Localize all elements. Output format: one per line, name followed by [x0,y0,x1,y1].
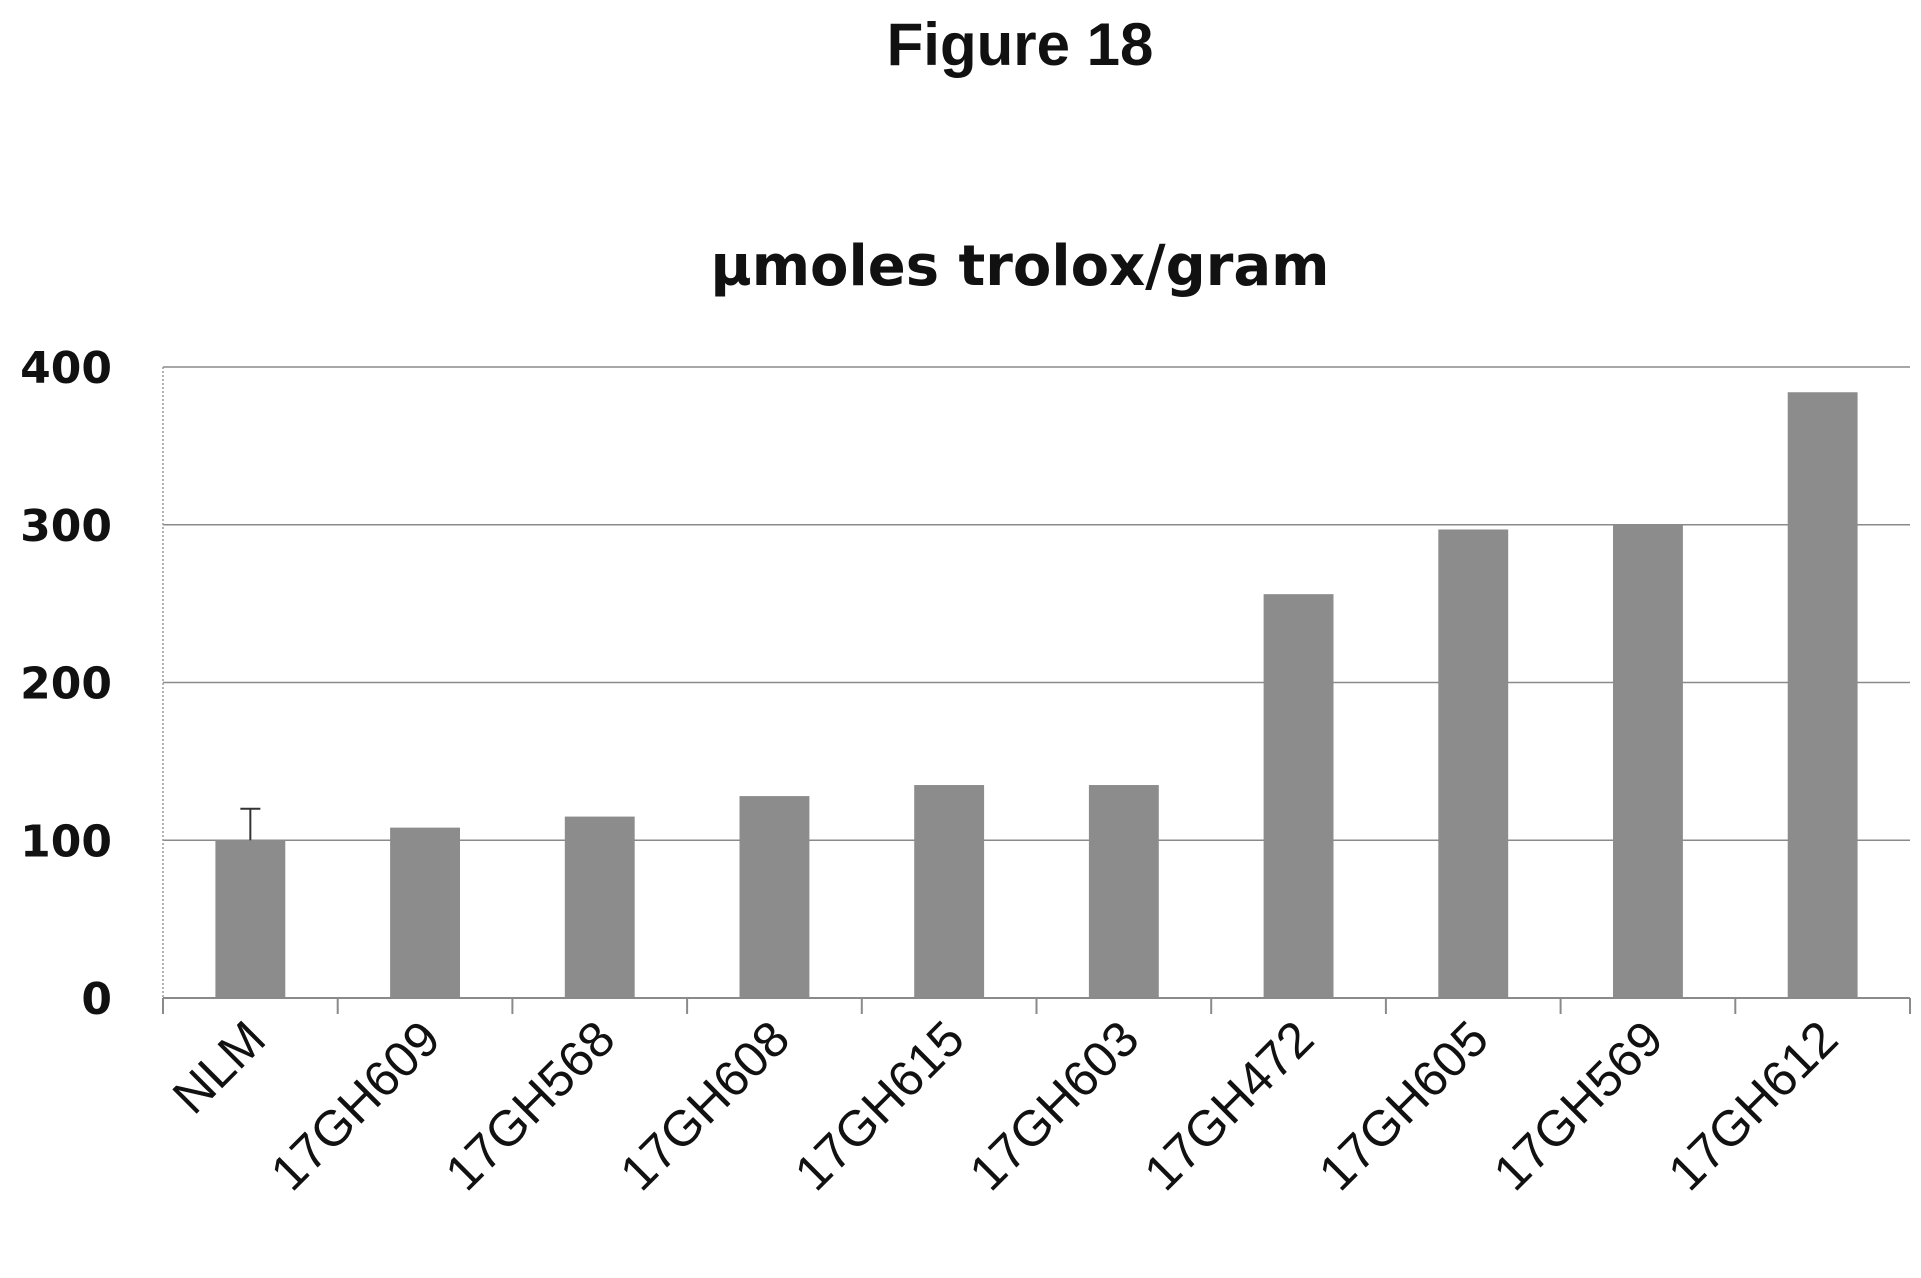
bar-17GH569 [1613,524,1683,998]
bars [215,392,1858,998]
bar-17GH472 [1263,594,1334,998]
x-tick-label-17GH569: 17GH569 [1483,1010,1674,1201]
x-tick-label-NLM: NLM [162,1010,276,1124]
x-tick-label-17GH568: 17GH568 [435,1010,626,1201]
y-axis-ticks: 0 100 200 300 400 [20,343,112,1025]
x-axis [162,997,1911,1014]
figure-label: Figure 18 [886,11,1154,78]
bar-17GH612 [1787,392,1858,998]
bar-17GH605 [1438,529,1509,998]
x-tick-label-17GH603: 17GH603 [959,1010,1150,1201]
bar-17GH603 [1088,785,1159,998]
bar-NLM [215,840,286,998]
chart-title: µmoles trolox/gram [711,234,1330,299]
bar-17GH608 [739,796,810,998]
x-tick-label-17GH605: 17GH605 [1308,1010,1499,1201]
y-tick-label-0: 0 [81,974,112,1025]
x-tick-label-17GH615: 17GH615 [784,1010,975,1201]
error-bar-NLM [240,807,261,841]
bar-17GH568 [564,816,635,998]
bar-17GH609 [390,827,460,998]
x-tick-label-17GH472: 17GH472 [1133,1010,1324,1201]
x-tick-label-17GH608: 17GH608 [609,1010,800,1201]
bar-17GH615 [914,785,985,998]
y-tick-label-400: 400 [20,343,112,394]
y-tick-label-300: 300 [20,501,112,552]
x-tick-label-17GH612: 17GH612 [1657,1010,1848,1201]
y-tick-label-200: 200 [20,659,112,710]
x-tick-label-17GH609: 17GH609 [260,1010,451,1201]
y-tick-label-100: 100 [20,816,112,867]
x-axis-ticks: NLM17GH60917GH56817GH60817GH61517GH60317… [162,1010,1849,1201]
error-bars [240,807,261,841]
